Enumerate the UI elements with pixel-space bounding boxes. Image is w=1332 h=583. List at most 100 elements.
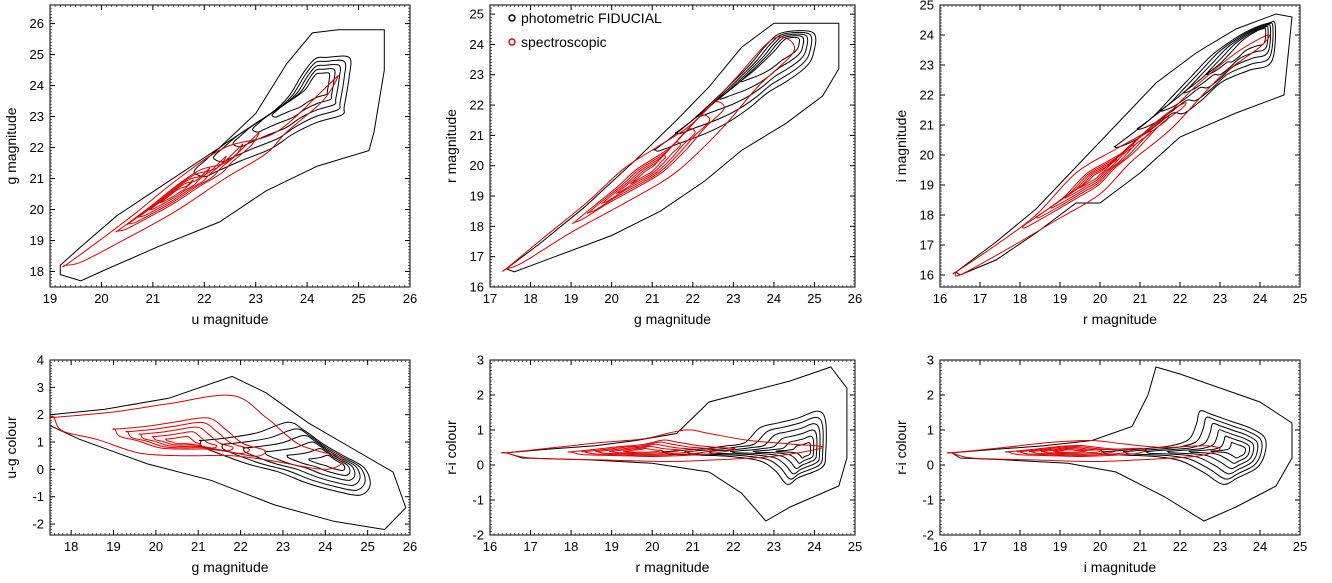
- photometric-contour: [739, 36, 801, 83]
- photometric-contour: [1182, 25, 1269, 94]
- spectroscopic-contour: [601, 128, 696, 205]
- panel-g-r: 17 18 19 20 21 22 23 24 25 2616171819202122232425…: [443, 4, 862, 327]
- photometric-contour: [752, 435, 815, 464]
- photometric-contour: [232, 63, 341, 148]
- y-tick-label: 23: [30, 109, 44, 124]
- x-tick-label: 17: [483, 291, 497, 306]
- spectroscopic-contour: [567, 439, 736, 458]
- photometric-contour: [775, 442, 812, 459]
- x-tick-label: 21: [686, 539, 700, 554]
- x-tick-label: 21: [1133, 539, 1147, 554]
- y-tick-label: 16: [920, 268, 934, 283]
- y-tick-label: 19: [30, 233, 44, 248]
- photometric-contour: [717, 35, 805, 100]
- contours: [952, 13, 1293, 277]
- y-tick-label: -1: [32, 489, 44, 504]
- y-tick-label: 22: [470, 98, 484, 113]
- x-tick-label: 25: [360, 539, 374, 554]
- y-axis-label: i magnitude: [893, 110, 909, 183]
- y-tick-label: 2: [37, 407, 44, 422]
- y-axis-label: r-i colour: [443, 420, 459, 475]
- photometric-contour: [286, 448, 351, 476]
- photometric-contour: [50, 375, 407, 531]
- spectroscopic-contour: [138, 426, 234, 452]
- x-tick-label: 23: [276, 539, 290, 554]
- y-axis-label: r magnitude: [443, 109, 459, 183]
- photometric-contour: [1101, 410, 1267, 485]
- x-tick-label: 21: [645, 291, 659, 306]
- spectroscopic-contour: [952, 34, 1271, 277]
- spectroscopic-contour: [501, 429, 824, 463]
- photometric-contour: [653, 30, 817, 152]
- photometric-contour: [505, 22, 840, 273]
- x-tick-label: 22: [1173, 539, 1187, 554]
- y-axis-label: u-g colour: [3, 416, 19, 479]
- legend: photometric FIDUCIAL spectroscopic: [508, 10, 662, 50]
- x-tick-label: 23: [726, 291, 740, 306]
- x-tick-label: 25: [807, 291, 821, 306]
- y-tick-label: 1: [927, 423, 934, 438]
- spectroscopic-contour: [581, 441, 718, 456]
- x-tick-label: 20: [645, 539, 659, 554]
- x-tick-label: 23: [1213, 291, 1227, 306]
- legend-label: photometric FIDUCIAL: [521, 10, 662, 26]
- x-tick-label: 17: [973, 291, 987, 306]
- x-tick-label: 18: [564, 539, 578, 554]
- y-tick-label: 20: [920, 148, 934, 163]
- y-tick-label: 17: [920, 238, 934, 253]
- spectroscopic-contour: [609, 445, 681, 454]
- photometric-contour: [59, 29, 385, 282]
- photometric-contour: [220, 428, 366, 491]
- x-tick-label: 17: [523, 539, 537, 554]
- y-tick-label: 2: [477, 388, 484, 403]
- x-tick-label: 19: [1053, 539, 1067, 554]
- legend-label: spectroscopic: [521, 34, 607, 50]
- x-axis-label: i magnitude: [1084, 559, 1157, 575]
- spectroscopic-contour: [595, 443, 700, 455]
- spectroscopic-contour: [137, 155, 227, 218]
- photometric-contour: [1122, 416, 1263, 480]
- y-tick-label: 1: [477, 423, 484, 438]
- x-tick-label: 24: [1253, 539, 1267, 554]
- y-tick-label: 1: [37, 435, 44, 450]
- y-tick-label: 22: [30, 140, 44, 155]
- y-tick-label: -1: [922, 493, 934, 508]
- spectroscopic-contour: [50, 394, 344, 470]
- photometric-contour: [198, 421, 371, 496]
- x-tick-label: 17: [973, 539, 987, 554]
- x-tick-label: 25: [1293, 539, 1307, 554]
- spectroscopic-contour: [1049, 130, 1153, 209]
- y-tick-label: 17: [470, 249, 484, 264]
- spectroscopic-contour: [1078, 158, 1118, 189]
- y-tick-label: 24: [470, 37, 484, 52]
- y-tick-label: -2: [472, 528, 484, 543]
- y-tick-label: 0: [37, 462, 44, 477]
- spectroscopic-contour: [586, 114, 711, 215]
- x-tick-label: 16: [483, 539, 497, 554]
- legend-marker: [508, 38, 516, 46]
- x-axis-label: r magnitude: [1083, 311, 1157, 327]
- x-tick-label: 23: [248, 291, 262, 306]
- x-tick-label: 21: [191, 539, 205, 554]
- y-tick-label: 26: [30, 16, 44, 31]
- spectroscopic-contour: [502, 36, 796, 272]
- contours: [50, 375, 407, 531]
- x-axis-label: g magnitude: [634, 311, 711, 327]
- x-tick-label: 19: [1053, 291, 1067, 306]
- panel-r-i: 16 17 18 19 20 21 22 23 24 25 16 17 18 19 20 21 22 23 24 25…: [893, 0, 1307, 327]
- spectroscopic-contour: [1053, 449, 1087, 453]
- x-tick-label: 24: [300, 291, 314, 306]
- y-tick-label: 21: [30, 171, 44, 186]
- spectroscopic-contour: [115, 131, 260, 233]
- spectroscopic-contour: [1004, 444, 1148, 458]
- x-tick-label: 20: [1093, 539, 1107, 554]
- plot-frame: [49, 359, 411, 536]
- x-tick-label: 24: [807, 539, 821, 554]
- spectroscopic-contour: [1040, 448, 1102, 454]
- x-tick-label: 18: [1013, 539, 1027, 554]
- photometric-contour: [308, 454, 346, 472]
- x-tick-label: 18: [64, 539, 78, 554]
- y-tick-label: 19: [470, 189, 484, 204]
- y-tick-label: -2: [922, 528, 934, 543]
- spectroscopic-contour: [148, 167, 211, 211]
